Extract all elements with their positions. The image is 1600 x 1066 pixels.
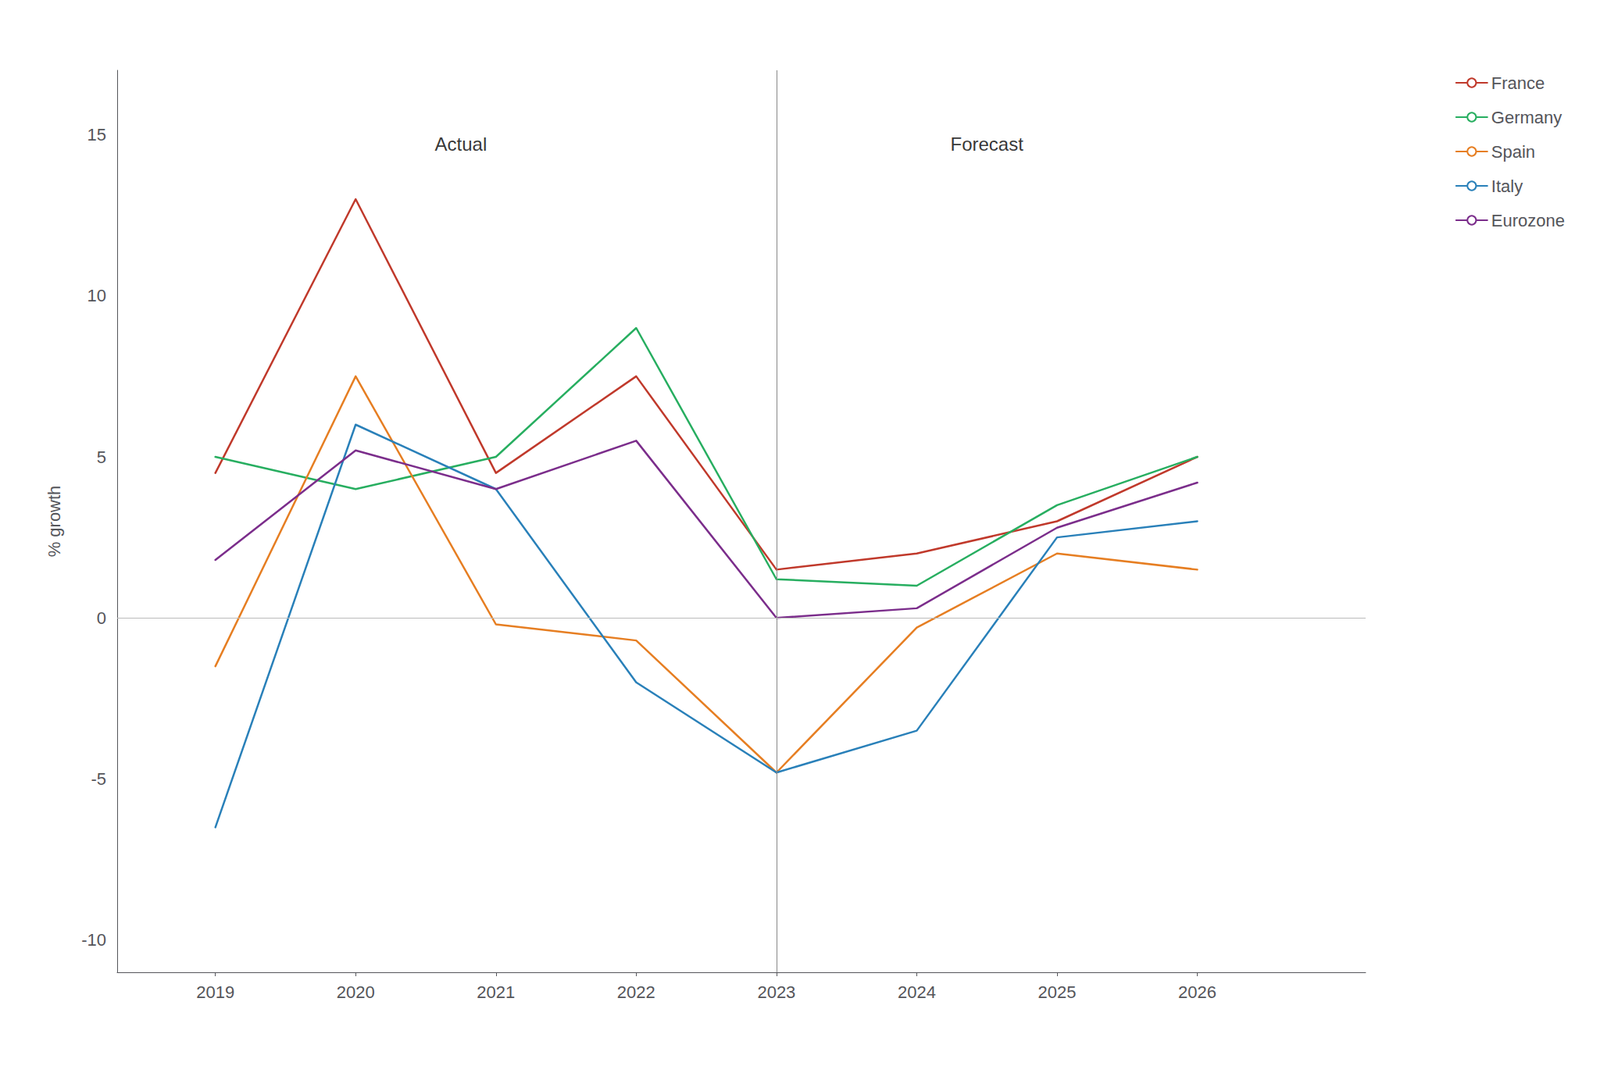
svg-text:-5: -5 xyxy=(90,769,107,790)
svg-text:5: 5 xyxy=(96,447,107,468)
svg-text:2021: 2021 xyxy=(476,982,515,1003)
svg-text:2026: 2026 xyxy=(1178,982,1217,1003)
svg-text:Eurozone: Eurozone xyxy=(1491,210,1565,231)
svg-text:2019: 2019 xyxy=(196,982,235,1003)
svg-text:France: France xyxy=(1491,73,1545,93)
svg-text:Forecast: Forecast xyxy=(950,133,1025,155)
svg-text:Actual: Actual xyxy=(435,133,488,155)
svg-text:-10: -10 xyxy=(81,930,107,950)
svg-text:2020: 2020 xyxy=(336,982,375,1003)
svg-text:2022: 2022 xyxy=(617,982,656,1003)
svg-text:2024: 2024 xyxy=(897,982,936,1003)
svg-text:15: 15 xyxy=(87,125,107,145)
svg-text:2023: 2023 xyxy=(757,982,796,1003)
svg-text:Spain: Spain xyxy=(1491,142,1536,162)
svg-text:Italy: Italy xyxy=(1491,176,1523,197)
svg-text:2025: 2025 xyxy=(1038,982,1077,1003)
svg-text:% growth: % growth xyxy=(44,485,65,558)
svg-text:10: 10 xyxy=(87,285,107,306)
svg-text:Germany: Germany xyxy=(1491,107,1562,128)
svg-text:0: 0 xyxy=(96,608,107,629)
